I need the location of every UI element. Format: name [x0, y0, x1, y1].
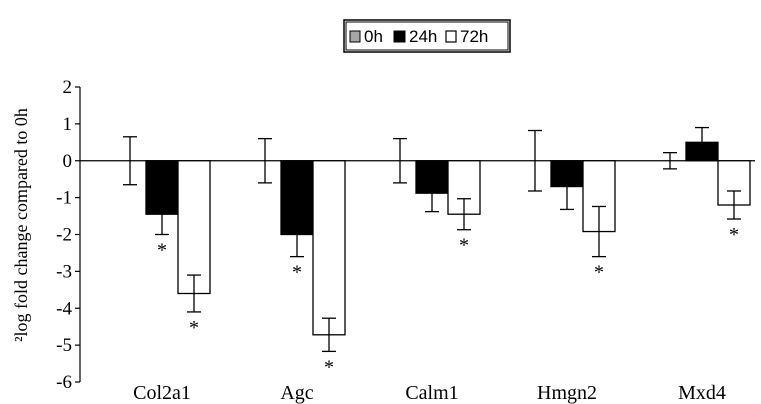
y-tick-label: 0: [63, 151, 73, 172]
bars: [123, 126, 751, 353]
significance-star: *: [292, 262, 302, 284]
legend: 0h 24h 72h: [343, 19, 511, 53]
legend-label-72h: 72h: [460, 27, 488, 46]
significance-star: *: [459, 235, 469, 257]
y-axis-label: ²log fold change compared to 0h: [11, 108, 31, 342]
category-label: Hmgn2: [537, 382, 597, 404]
legend-label-24h: 24h: [409, 27, 437, 46]
axes: [75, 86, 755, 383]
legend-swatch-72h: [445, 30, 457, 43]
significance-star: *: [157, 240, 167, 262]
y-tick-label: -6: [56, 372, 72, 393]
labels: 2 1 0 -1 -2 -3 -4 -5 -6 Col2a1 Agc Calm1 Hmgn2 Mxd4 * *…: [56, 77, 739, 404]
significance-star: *: [324, 356, 334, 378]
bar: [177, 160, 211, 295]
legend-inner-border: [345, 21, 509, 51]
category-label: Mxd4: [678, 382, 726, 404]
category-label: Agc: [280, 382, 313, 404]
legend-swatch-24h: [393, 30, 406, 43]
legend-box: [343, 19, 511, 53]
y-tick-label: -5: [56, 335, 72, 356]
significance-star: *: [594, 262, 604, 284]
y-tick-label: 1: [63, 114, 73, 135]
y-tick-label: -2: [56, 225, 72, 246]
y-tick-label: -4: [56, 298, 72, 319]
y-tick-label: -3: [56, 261, 72, 282]
bar: [312, 160, 346, 336]
significance-star: *: [729, 224, 739, 246]
y-tick-label: -1: [56, 188, 72, 209]
y-tick-label: 2: [63, 77, 73, 98]
category-label: Col2a1: [133, 382, 191, 404]
significance-star: *: [189, 317, 199, 339]
category-label: Calm1: [405, 382, 458, 404]
legend-label-0h: 0h: [364, 27, 383, 46]
legend-swatch-0h: [349, 30, 361, 43]
